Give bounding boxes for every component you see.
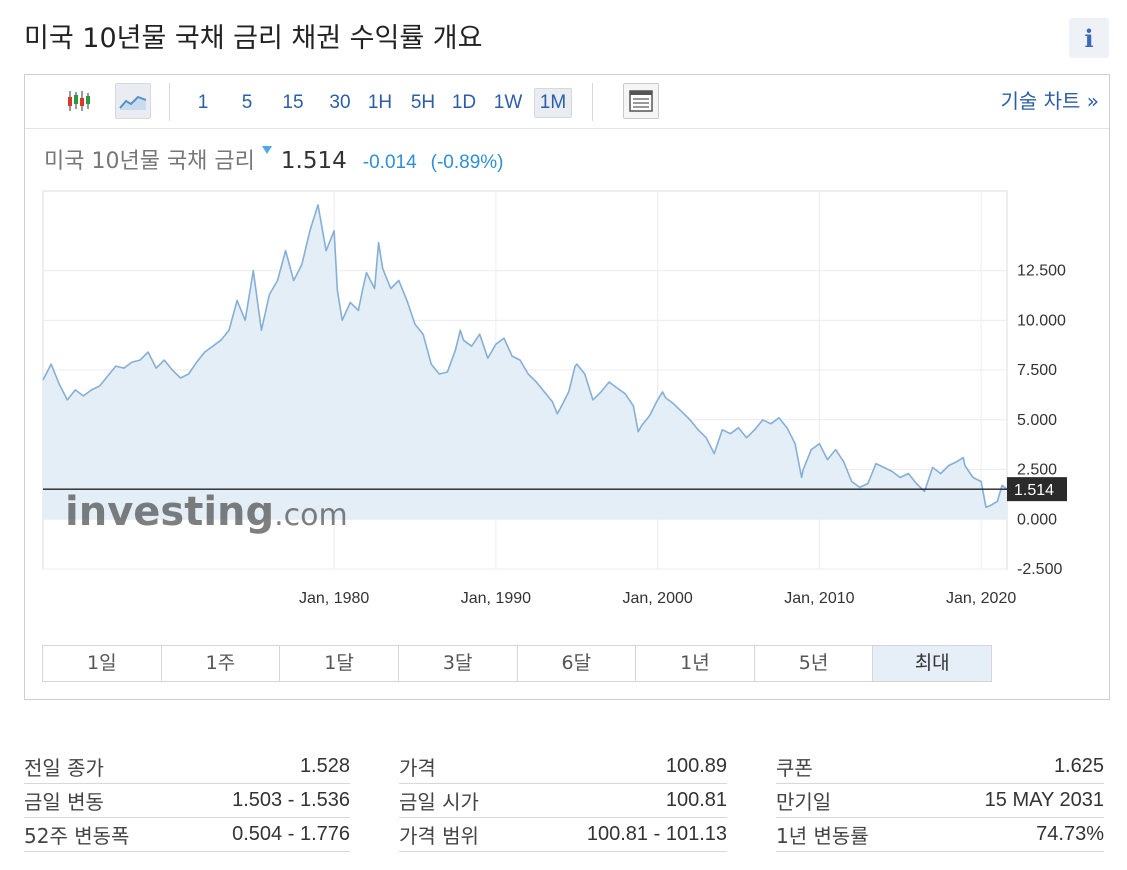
range-button[interactable]: 1달 xyxy=(280,646,399,681)
stat-row: 52주 변동폭 0.504 - 1.776 xyxy=(24,818,350,852)
stat-value: 0.504 - 1.776 xyxy=(232,823,350,845)
range-button[interactable]: 5년 xyxy=(754,646,874,681)
info-icon: i xyxy=(1084,23,1094,53)
price-chart[interactable]: investing.com 1.514 12.500 10.000 7.500 5.000… xyxy=(25,175,1109,610)
instrument-name: 미국 10년물 국채 금리 xyxy=(44,149,255,174)
interval-15[interactable]: 15 xyxy=(282,92,304,113)
x-tick-label: Jan, 2010 xyxy=(784,590,854,607)
stat-label: 52주 변동폭 xyxy=(24,824,130,848)
range-button[interactable]: 1일 xyxy=(43,646,162,681)
stat-row: 쿠폰 1.625 xyxy=(776,750,1104,784)
y-tick-label: 0.000 xyxy=(1017,511,1057,528)
interval-1w[interactable]: 1W xyxy=(493,92,523,113)
stat-label: 가격 범위 xyxy=(399,824,479,848)
current-value-badge xyxy=(1007,477,1067,502)
bond-stats: 전일 종가 1.528 금일 변동 1.503 - 1.536 52주 변동폭 0.504… xyxy=(24,750,1110,854)
toolbar-separator xyxy=(592,83,593,121)
interval-1m[interactable]: 1M xyxy=(534,88,572,118)
watermark: investing.com xyxy=(65,489,348,535)
stat-value: 100.89 xyxy=(665,755,727,777)
x-tick-label: Jan, 2020 xyxy=(946,590,1016,607)
interval-1[interactable]: 1 xyxy=(197,92,209,113)
info-button[interactable]: i xyxy=(1069,18,1109,58)
y-tick-label: 5.000 xyxy=(1017,412,1057,429)
instrument-price: 1.514 xyxy=(280,148,347,174)
line-chart-icon[interactable] xyxy=(115,83,151,119)
stat-label: 금일 시가 xyxy=(399,790,479,814)
y-tick-label: -2.500 xyxy=(1017,561,1062,578)
technical-chart-link[interactable]: 기술 차트 » xyxy=(1000,89,1099,113)
chart-panel: 1 5 15 30 1H 5H 1D 1W 1M 기술 차트 » 미국 10년물 국채 금리 1… xyxy=(24,74,1110,700)
stat-row: 금일 시가 100.81 xyxy=(399,784,727,818)
chart-toolbar: 1 5 15 30 1H 5H 1D 1W 1M 기술 차트 » xyxy=(25,75,1109,129)
interval-5[interactable]: 5 xyxy=(241,92,253,113)
range-button[interactable]: 1주 xyxy=(161,646,281,681)
range-selector: 1일 1주 1달 3달 6달 1년 5년 최대 xyxy=(42,645,992,682)
y-tick-label: 12.500 xyxy=(1017,263,1066,280)
stat-value: 1.528 xyxy=(299,755,350,777)
instrument-change-percent: (-0.89%) xyxy=(430,152,504,173)
stat-row: 1년 변동률 74.73% xyxy=(776,818,1104,852)
y-tick-label: 10.000 xyxy=(1017,312,1066,329)
interval-1h[interactable]: 1H xyxy=(367,92,393,113)
stat-row: 금일 변동 1.503 - 1.536 xyxy=(24,784,350,818)
stat-value: 100.81 xyxy=(665,789,727,811)
watermark-brand: investing xyxy=(65,489,274,535)
stat-value: 74.73% xyxy=(1036,823,1104,845)
interval-5h[interactable]: 5H xyxy=(410,92,436,113)
toolbar-separator xyxy=(169,83,170,121)
layout-icon[interactable] xyxy=(623,83,659,119)
down-arrow-icon xyxy=(261,146,272,154)
page-title: 미국 10년물 국채 금리 채권 수익률 개요 xyxy=(24,23,483,54)
x-tick-label: Jan, 1990 xyxy=(461,590,531,607)
instrument-header: 미국 10년물 국채 금리 1.514 -0.014 (-0.89%) xyxy=(44,143,504,174)
stat-value: 15 MAY 2031 xyxy=(984,789,1104,811)
stat-row: 가격 범위 100.81 - 101.13 xyxy=(399,818,727,852)
current-value-label: 1.514 xyxy=(1014,482,1054,499)
x-tick-label: Jan, 1980 xyxy=(299,590,369,607)
stat-label: 1년 변동률 xyxy=(776,824,869,848)
stat-row: 만기일 15 MAY 2031 xyxy=(776,784,1104,818)
stat-value: 1.625 xyxy=(1053,755,1104,777)
watermark-domain: .com xyxy=(274,498,348,533)
stat-row: 전일 종가 1.528 xyxy=(24,750,350,784)
stat-row: 가격 100.89 xyxy=(399,750,727,784)
stat-label: 만기일 xyxy=(776,790,832,814)
stat-value: 1.503 - 1.536 xyxy=(232,789,350,811)
candlestick-icon[interactable] xyxy=(61,83,97,119)
series-area xyxy=(43,204,1007,520)
y-tick-label: 2.500 xyxy=(1017,462,1057,479)
series-line xyxy=(42,204,1008,509)
stat-label: 쿠폰 xyxy=(776,756,813,780)
range-button[interactable]: 3달 xyxy=(398,646,518,681)
y-tick-label: 7.500 xyxy=(1017,362,1057,379)
range-button[interactable]: 6달 xyxy=(517,646,637,681)
interval-1d[interactable]: 1D xyxy=(451,92,477,113)
stat-label: 금일 변동 xyxy=(24,790,104,814)
range-button[interactable]: 최대 xyxy=(873,646,991,681)
instrument-change: -0.014 xyxy=(362,152,417,173)
x-tick-label: Jan, 2000 xyxy=(622,590,692,607)
range-button[interactable]: 1년 xyxy=(636,646,755,681)
interval-30[interactable]: 30 xyxy=(329,92,351,113)
stat-label: 가격 xyxy=(399,756,436,780)
stat-value: 100.81 - 101.13 xyxy=(586,823,727,845)
stat-label: 전일 종가 xyxy=(24,756,104,780)
